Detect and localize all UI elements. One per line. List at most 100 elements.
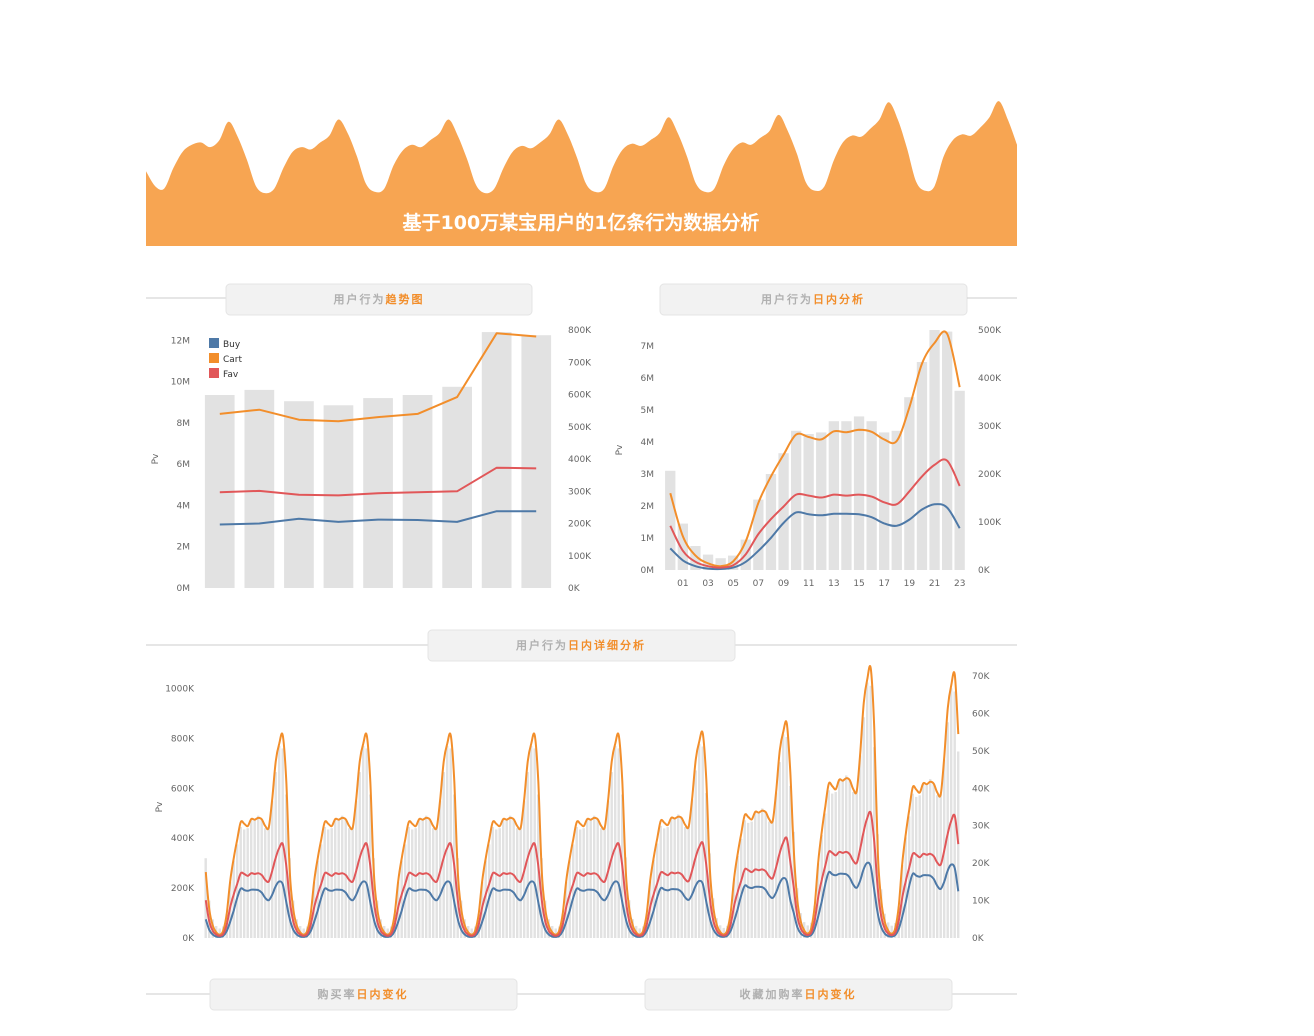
- left-tick-label: 8M: [177, 419, 191, 429]
- bar: [614, 745, 617, 938]
- bar: [677, 814, 680, 938]
- header-prefix: 购买率: [318, 987, 357, 1001]
- bar: [757, 812, 760, 938]
- bar: [204, 858, 207, 938]
- right-tick-label: 100K: [978, 518, 1002, 528]
- right-tick-label: 200K: [568, 520, 592, 530]
- bar: [677, 523, 688, 570]
- right-tick-label: 30K: [972, 822, 990, 832]
- bar: [516, 828, 519, 938]
- right-tick-label: 0K: [972, 934, 985, 944]
- section-header-trend: 用户行为趋势图: [146, 283, 533, 316]
- right-tick-label: 60K: [972, 709, 990, 719]
- legend-swatch: [209, 368, 219, 378]
- x-tick-label: 23: [954, 579, 965, 589]
- legend-swatch: [209, 338, 219, 348]
- right-tick-label: 70K: [972, 672, 990, 682]
- bar: [722, 927, 725, 938]
- legend-swatch: [209, 353, 219, 363]
- bar: [929, 330, 940, 570]
- svg-text:用户行为日内详细分析: 用户行为日内详细分析: [516, 638, 646, 652]
- left-tick-label: 0M: [641, 566, 655, 576]
- bar: [820, 835, 823, 938]
- right-tick-label: 500K: [568, 423, 592, 433]
- header-prefix: 用户行为: [761, 292, 813, 306]
- x-tick-label: 11: [803, 579, 814, 589]
- bar: [236, 844, 239, 938]
- bar: [495, 829, 498, 938]
- bar: [925, 783, 928, 938]
- bar: [572, 844, 575, 938]
- bar: [922, 783, 925, 938]
- section-header-hourly-detail: 用户行为日内详细分析: [146, 629, 1017, 662]
- bar: [791, 430, 802, 570]
- bar: [904, 837, 907, 938]
- bar: [929, 779, 932, 938]
- bar: [879, 432, 890, 570]
- bar: [728, 555, 739, 570]
- bar: [341, 815, 344, 938]
- right-tick-label: 800K: [568, 326, 592, 336]
- right-tick-label: 40K: [972, 784, 990, 794]
- bar: [218, 928, 221, 938]
- legend-label: Buy: [223, 340, 241, 350]
- bar: [530, 745, 533, 938]
- left-tick-label: 6M: [641, 374, 655, 384]
- svg-text:用户行为日内分析: 用户行为日内分析: [761, 292, 865, 306]
- svg-text:购买率日内变化: 购买率日内变化: [318, 987, 409, 1001]
- series-line-cart: [669, 330, 961, 568]
- bar: [747, 822, 750, 938]
- right-tick-label: 50K: [972, 747, 990, 757]
- bar: [831, 793, 834, 938]
- hourly-detail-chart: 0K 200K 400K 600K 800K 1000K 0K 10K 20K 30K 40K 50K…: [155, 664, 990, 944]
- bar: [421, 819, 424, 938]
- bar: [498, 828, 501, 938]
- bar: [593, 815, 596, 938]
- header-highlight: 日内变化: [805, 987, 857, 1001]
- svg-text:用户行为趋势图: 用户行为趋势图: [334, 292, 425, 306]
- section-header-fav-cart-rate: 收藏加购率日内变化: [644, 978, 953, 1011]
- bar: [505, 819, 508, 938]
- bar: [323, 827, 326, 938]
- bar: [778, 453, 789, 570]
- x-tick-label: 01: [677, 579, 688, 589]
- bar: [764, 812, 767, 938]
- banner-wave: [146, 101, 1017, 202]
- bar: [407, 827, 410, 938]
- bar: [243, 829, 246, 938]
- bar: [841, 780, 844, 938]
- bar: [411, 829, 414, 938]
- bar: [816, 432, 827, 570]
- x-tick-label: 19: [904, 579, 916, 589]
- bar: [260, 819, 263, 938]
- bar: [404, 844, 407, 938]
- bar: [362, 745, 365, 938]
- bar: [852, 792, 855, 938]
- bar: [754, 812, 757, 938]
- y-axis-label: Pv: [155, 801, 165, 812]
- bar: [911, 793, 914, 938]
- bar: [302, 928, 305, 938]
- x-tick-label: 09: [778, 579, 790, 589]
- bar: [665, 470, 676, 570]
- bar: [740, 838, 743, 938]
- left-tick-label: 1M: [641, 534, 655, 544]
- bar: [509, 815, 512, 938]
- bar: [891, 430, 902, 570]
- bar: [656, 843, 659, 938]
- bar: [330, 828, 333, 938]
- left-tick-label: 400K: [171, 834, 195, 844]
- right-tick-label: 700K: [568, 358, 592, 368]
- series-line-fav: [219, 466, 537, 497]
- left-tick-label: 2M: [641, 502, 655, 512]
- left-tick-label: 5M: [641, 406, 655, 416]
- right-tick-label: 300K: [568, 487, 592, 497]
- bar: [575, 827, 578, 938]
- bar: [589, 819, 592, 938]
- y-axis-label: Pv: [615, 444, 625, 455]
- bar: [918, 795, 921, 938]
- bar: [768, 821, 771, 938]
- bar: [666, 827, 669, 938]
- bar: [638, 928, 641, 938]
